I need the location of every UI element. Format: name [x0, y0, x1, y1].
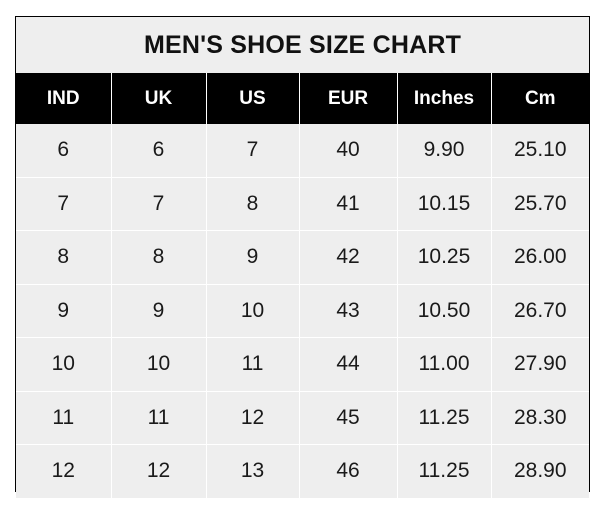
cell-cm: 26.70 — [491, 283, 589, 338]
cell-cm: 28.30 — [491, 390, 589, 445]
cell-uk: 12 — [111, 444, 207, 498]
size-chart-panel: MEN'S SHOE SIZE CHART IND UK US EUR Inch… — [15, 16, 590, 498]
cell-cm: 26.00 — [491, 230, 589, 284]
cell-ind: 11 — [16, 390, 112, 445]
cell-us: 10 — [206, 283, 300, 338]
cell-ind: 7 — [16, 176, 112, 231]
cell-us: 11 — [206, 337, 300, 391]
page-title: MEN'S SHOE SIZE CHART — [16, 17, 589, 73]
cell-ind: 10 — [16, 337, 112, 391]
cell-inches: 10.25 — [397, 230, 492, 284]
table-row: 11 11 12 45 11.25 28.30 — [16, 390, 589, 445]
column-header-ind: IND — [16, 73, 112, 124]
cell-cm: 28.90 — [491, 444, 589, 498]
cell-ind: 6 — [16, 124, 112, 177]
cell-eur: 42 — [299, 230, 398, 284]
shoe-size-table: IND UK US EUR Inches Cm 6 6 7 40 9.90 25… — [16, 73, 589, 498]
table-row: 12 12 13 46 11.25 28.90 — [16, 444, 589, 498]
column-header-eur: EUR — [299, 73, 398, 124]
cell-eur: 46 — [299, 444, 398, 498]
cell-uk: 9 — [111, 283, 207, 338]
table-body: 6 6 7 40 9.90 25.10 7 7 8 41 10.15 25.70… — [16, 124, 589, 498]
column-header-cm: Cm — [491, 73, 589, 124]
cell-us: 12 — [206, 390, 300, 445]
cell-eur: 44 — [299, 337, 398, 391]
cell-inches: 10.15 — [397, 176, 492, 231]
cell-us: 9 — [206, 230, 300, 284]
column-header-inches: Inches — [397, 73, 492, 124]
cell-uk: 7 — [111, 176, 207, 231]
cell-eur: 45 — [299, 390, 398, 445]
table-row: 6 6 7 40 9.90 25.10 — [16, 124, 589, 177]
cell-us: 13 — [206, 444, 300, 498]
table-row: 8 8 9 42 10.25 26.00 — [16, 230, 589, 284]
cell-ind: 12 — [16, 444, 112, 498]
cell-eur: 43 — [299, 283, 398, 338]
cell-eur: 40 — [299, 124, 398, 177]
table-row: 7 7 8 41 10.15 25.70 — [16, 176, 589, 231]
table-row: 9 9 10 43 10.50 26.70 — [16, 283, 589, 338]
cell-cm: 27.90 — [491, 337, 589, 391]
cell-inches: 11.00 — [397, 337, 492, 391]
column-header-us: US — [206, 73, 300, 124]
cell-uk: 8 — [111, 230, 207, 284]
cell-cm: 25.70 — [491, 176, 589, 231]
cell-uk: 11 — [111, 390, 207, 445]
table-row: 10 10 11 44 11.00 27.90 — [16, 337, 589, 391]
cell-inches: 11.25 — [397, 444, 492, 498]
cell-us: 7 — [206, 124, 300, 177]
column-header-uk: UK — [111, 73, 207, 124]
cell-inches: 10.50 — [397, 283, 492, 338]
cell-us: 8 — [206, 176, 300, 231]
cell-eur: 41 — [299, 176, 398, 231]
table-header: IND UK US EUR Inches Cm — [16, 73, 589, 124]
cell-inches: 9.90 — [397, 124, 492, 177]
table-header-row: IND UK US EUR Inches Cm — [16, 73, 589, 124]
cell-cm: 25.10 — [491, 124, 589, 177]
cell-ind: 9 — [16, 283, 112, 338]
cell-inches: 11.25 — [397, 390, 492, 445]
cell-uk: 10 — [111, 337, 207, 391]
cell-uk: 6 — [111, 124, 207, 177]
cell-ind: 8 — [16, 230, 112, 284]
